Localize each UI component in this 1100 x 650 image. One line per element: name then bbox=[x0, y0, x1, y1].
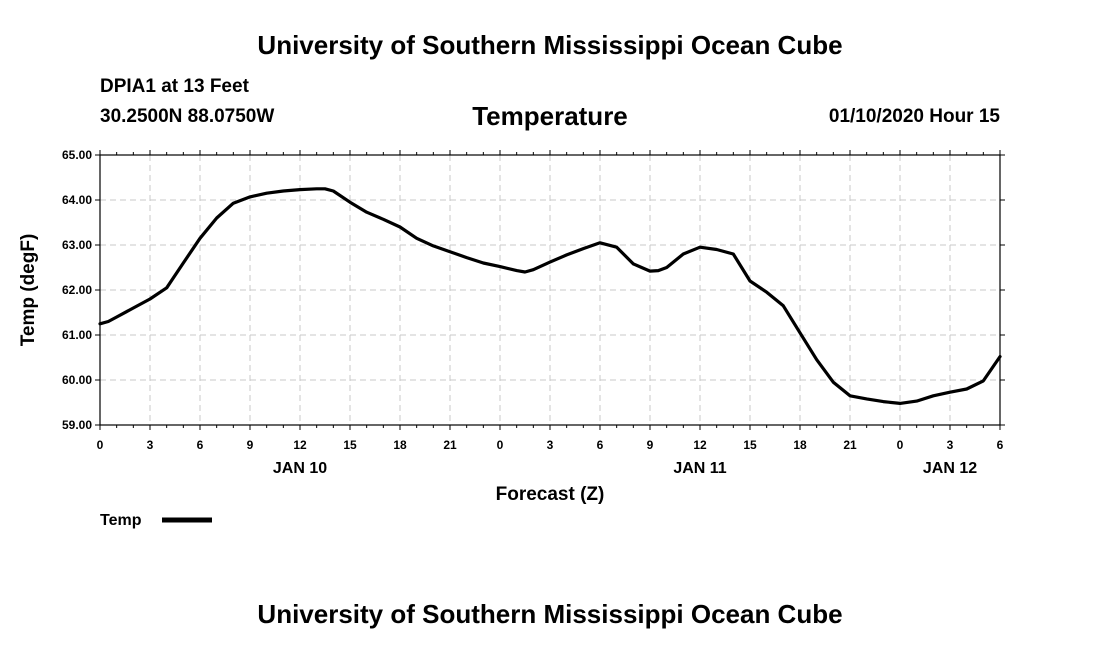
y-tick-label: 60.00 bbox=[62, 373, 92, 387]
x-tick-label: 15 bbox=[343, 438, 357, 452]
chart-title: Temperature bbox=[472, 101, 628, 131]
footer-organization: University of Southern Mississippi Ocean… bbox=[257, 599, 843, 629]
y-tick-label: 61.00 bbox=[62, 328, 92, 342]
x-tick-label: 3 bbox=[147, 438, 154, 452]
series-layer bbox=[98, 187, 1002, 405]
x-tick-label: 6 bbox=[997, 438, 1004, 452]
y-tick-label: 62.00 bbox=[62, 283, 92, 297]
coordinates-label: 30.2500N 88.0750W bbox=[100, 106, 275, 127]
x-tick-label: 18 bbox=[793, 438, 807, 452]
station-label: DPIA1 at 13 Feet bbox=[100, 76, 249, 97]
x-tick-label: 9 bbox=[247, 438, 254, 452]
header-organization: University of Southern Mississippi Ocean… bbox=[257, 30, 843, 60]
x-tick-label: 3 bbox=[947, 438, 954, 452]
series-line-temp bbox=[98, 187, 1002, 405]
y-tick-labels: 59.00 60.00 61.00 62.00 63.00 64.00 65.00 bbox=[62, 148, 92, 432]
legend: Temp bbox=[100, 512, 212, 529]
x-axis-title: Forecast (Z) bbox=[496, 484, 605, 505]
x-tick-label: 3 bbox=[547, 438, 554, 452]
x-tick-label: 0 bbox=[97, 438, 104, 452]
datetime-label: 01/10/2020 Hour 15 bbox=[828, 106, 1000, 127]
x-tick-label: 0 bbox=[497, 438, 504, 452]
legend-label: Temp bbox=[100, 512, 142, 529]
y-axis-title: Temp (degF) bbox=[18, 234, 39, 347]
x-tick-label: 21 bbox=[843, 438, 857, 452]
x-tick-label: 6 bbox=[597, 438, 604, 452]
x-tick-label: 6 bbox=[197, 438, 204, 452]
x-tick-label: 21 bbox=[443, 438, 457, 452]
x-tick-label: 9 bbox=[647, 438, 654, 452]
x-tick-label: 0 bbox=[897, 438, 904, 452]
x-tick-labels: 0 3 6 9 12 15 18 21 0 3 6 9 12 15 18 21 0 3 6 bbox=[97, 438, 1004, 452]
tick-marks bbox=[95, 150, 1005, 430]
grid bbox=[100, 155, 1000, 425]
y-tick-label: 59.00 bbox=[62, 418, 92, 432]
x-tick-label: 18 bbox=[393, 438, 407, 452]
y-tick-label: 64.00 bbox=[62, 193, 92, 207]
y-tick-label: 65.00 bbox=[62, 148, 92, 162]
x-tick-label: 12 bbox=[293, 438, 307, 452]
y-tick-label: 63.00 bbox=[62, 238, 92, 252]
date-label: JAN 10 bbox=[273, 460, 327, 477]
x-tick-label: 15 bbox=[743, 438, 757, 452]
date-labels: JAN 10 JAN 11 JAN 12 bbox=[273, 460, 977, 477]
date-label: JAN 11 bbox=[673, 460, 726, 477]
x-tick-label: 12 bbox=[693, 438, 707, 452]
date-label: JAN 12 bbox=[923, 460, 977, 477]
